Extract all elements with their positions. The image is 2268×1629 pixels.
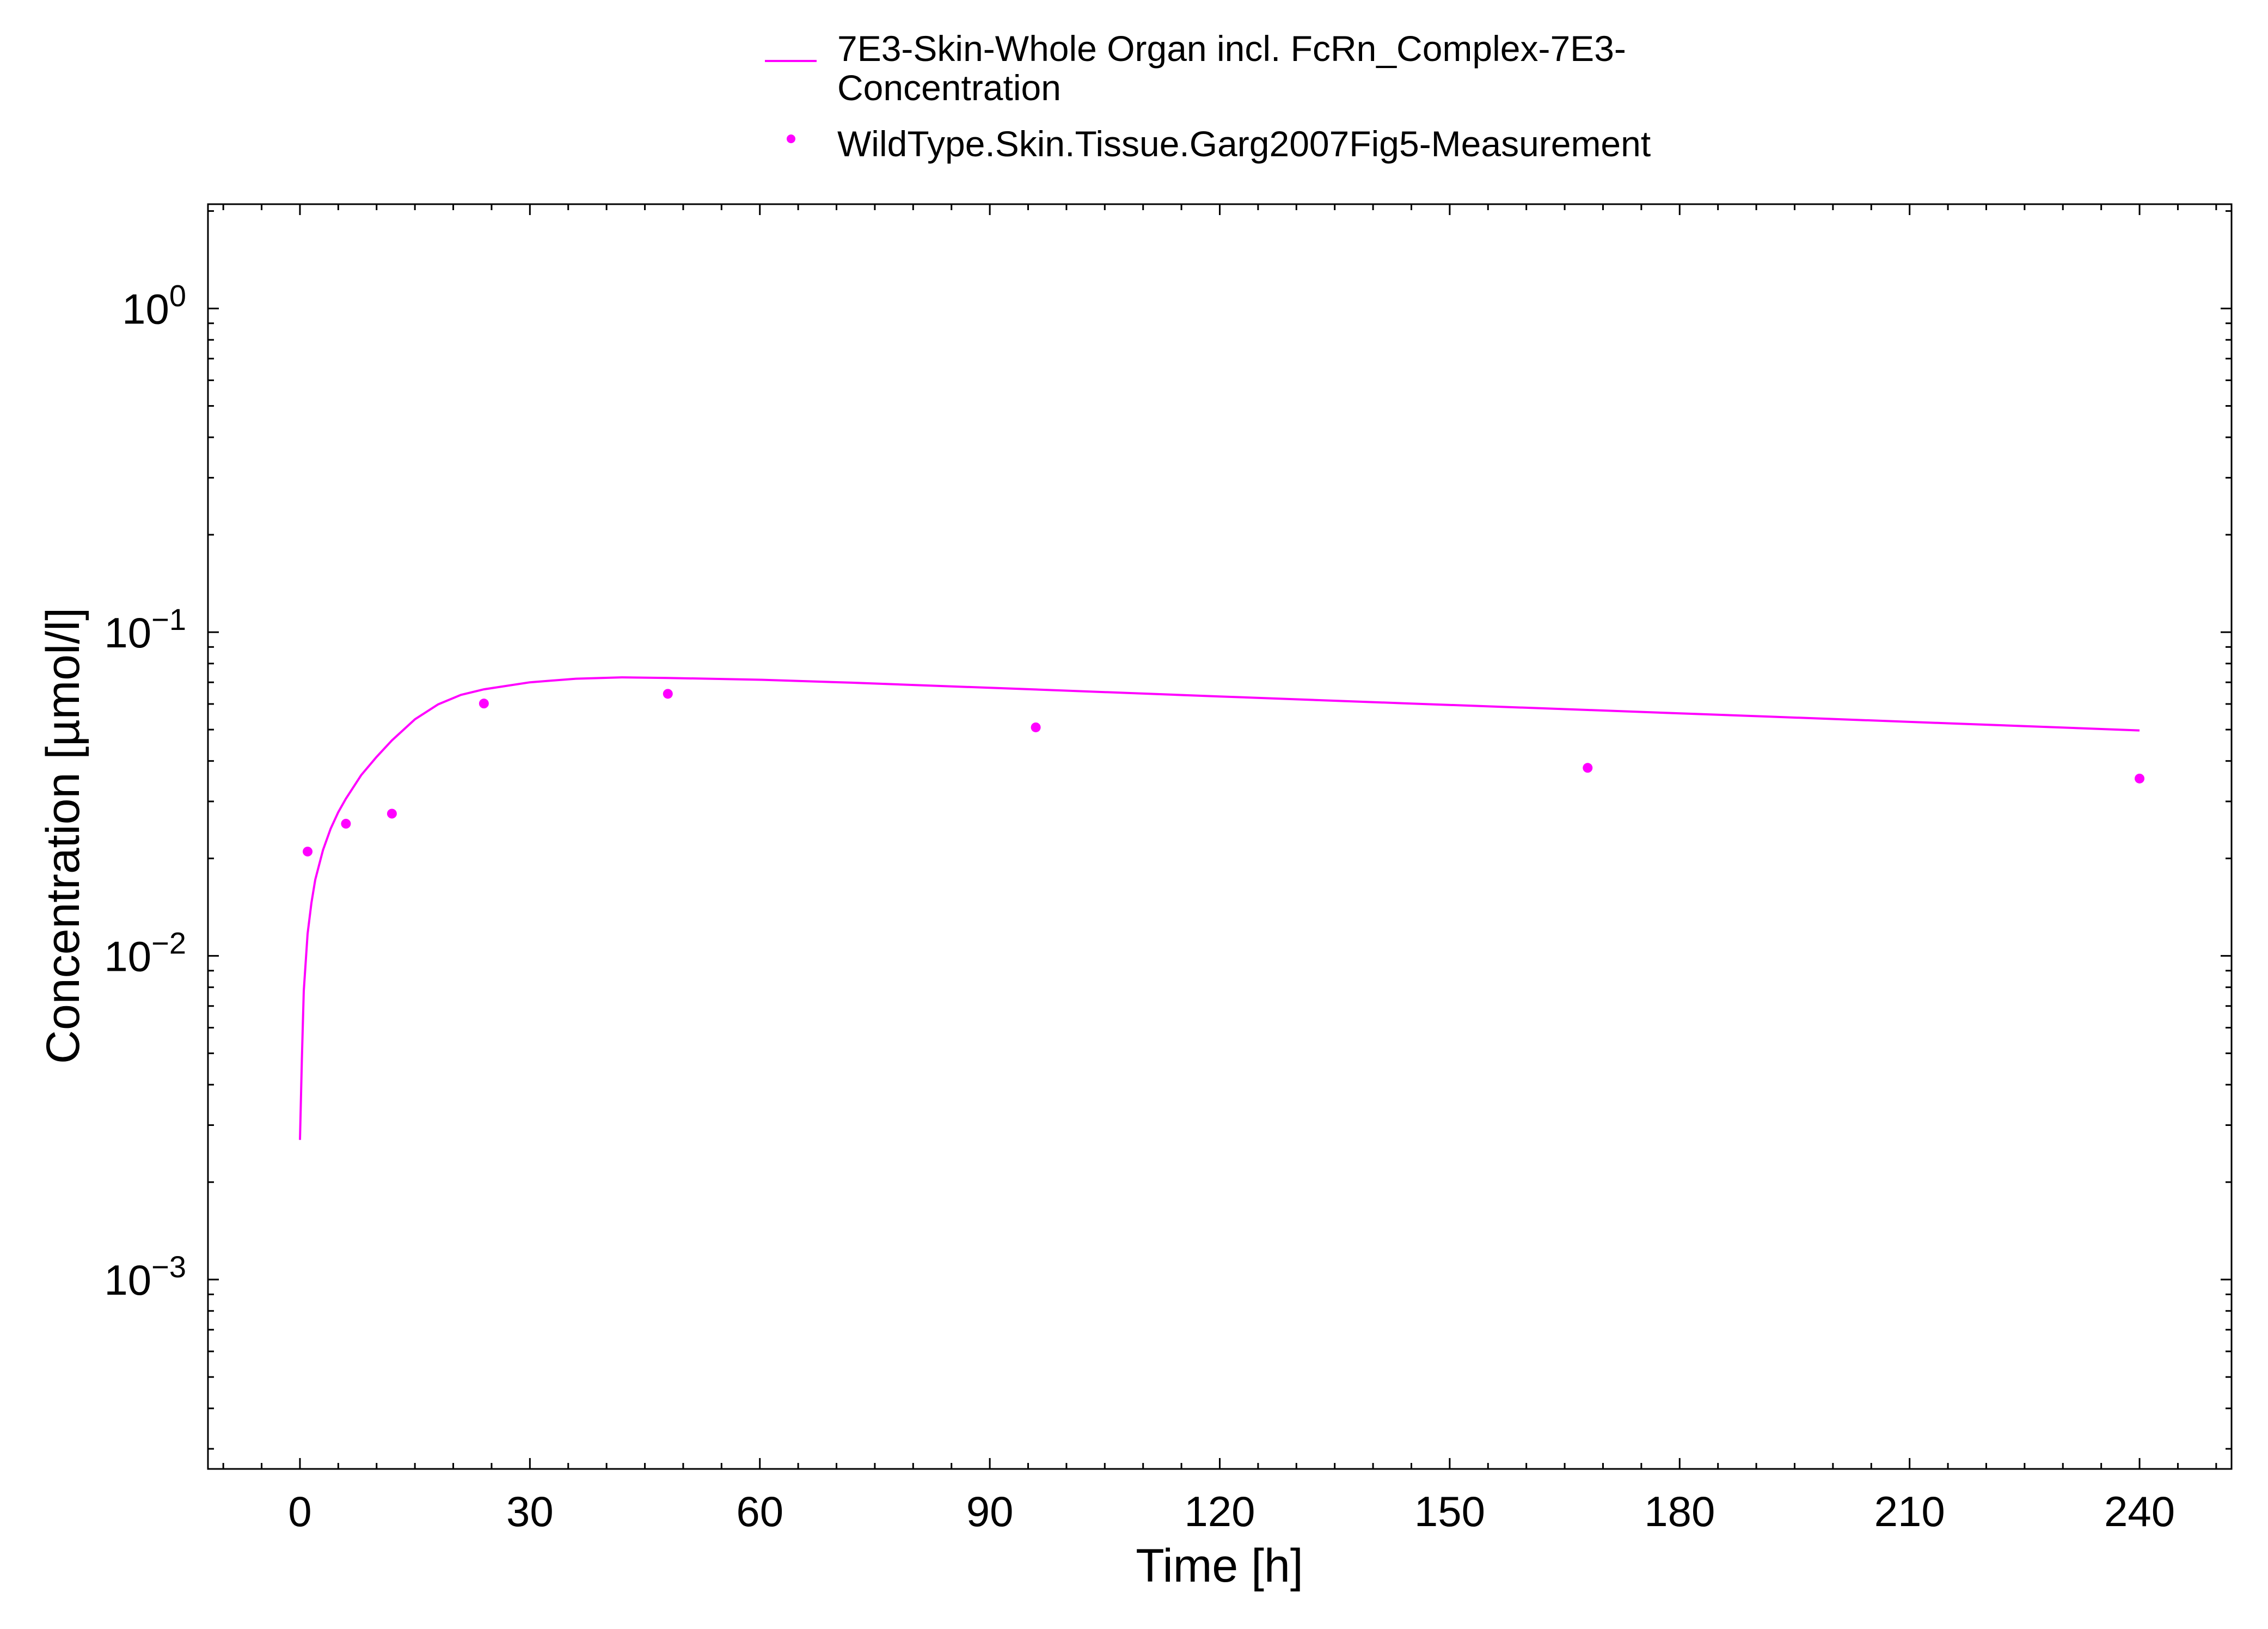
x-tick-label: 180 [1644, 1487, 1715, 1535]
y-axis: 100 10−1 10−2 10−3 [104, 210, 2232, 1450]
simulation-line [299, 676, 2140, 1140]
measurement-point [1031, 722, 1041, 732]
series-layer [299, 676, 2145, 1140]
y-tick-label: 10−1 [104, 602, 186, 657]
legend-label-measurement: WildType.Skin.Tissue.Garg2007Fig5-Measur… [837, 124, 1651, 164]
y-tick-label: 10−3 [104, 1250, 186, 1304]
measurement-point [479, 699, 489, 709]
y-tick-label: 10−2 [104, 926, 186, 981]
measurement-point [1583, 763, 1593, 773]
legend-label-line-1: 7E3-Skin-Whole Organ incl. FcRn_Complex-… [837, 28, 1626, 69]
x-tick-label: 240 [2104, 1487, 2175, 1535]
measurement-point [303, 847, 313, 857]
legend-label-line-2: Concentration [837, 68, 1061, 108]
measurement-point [663, 689, 673, 699]
x-tick-label: 210 [1874, 1487, 1945, 1535]
legend-dot-swatch [787, 134, 795, 143]
x-tick-label: 60 [736, 1487, 783, 1535]
x-tick-label: 30 [506, 1487, 554, 1535]
measurement-point [341, 818, 351, 829]
measurement-point [2135, 773, 2145, 783]
x-tick-label: 150 [1414, 1487, 1485, 1535]
x-tick-label: 90 [966, 1487, 1014, 1535]
x-axis: 0 30 60 90 120 150 180 210 240 [222, 204, 2217, 1535]
x-tick-label: 120 [1184, 1487, 1255, 1535]
y-tick-label: 100 [122, 279, 186, 333]
y-axis-label: Concentration [µmol/l] [37, 608, 89, 1064]
measurement-point [387, 809, 397, 819]
plot-area [207, 203, 2233, 1470]
x-axis-label: Time [h] [1136, 1540, 1303, 1592]
x-tick-label: 0 [288, 1487, 311, 1535]
legend: 7E3-Skin-Whole Organ incl. FcRn_Complex-… [765, 28, 1651, 164]
